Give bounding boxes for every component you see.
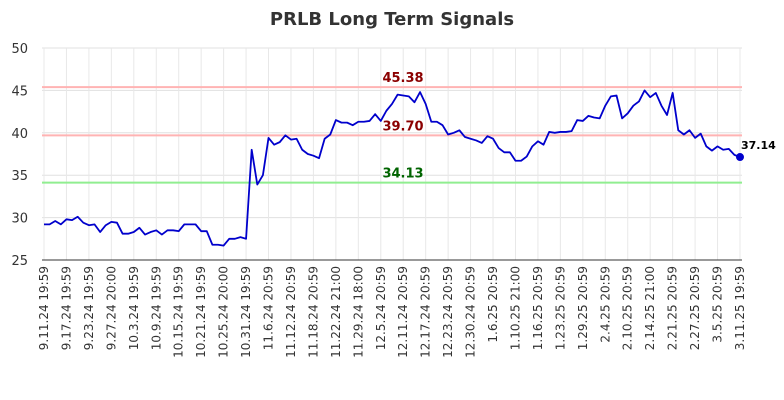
x-tick-label: 10.31.24 19:59 [239, 266, 253, 358]
price-series [44, 89, 741, 247]
x-tick-label: 12.11.24 20:59 [396, 266, 410, 358]
grid [42, 47, 742, 261]
x-tick-label: 11.29.24 18:00 [351, 266, 365, 358]
y-tick-label: 40 [11, 127, 28, 142]
x-tick-label: 2.27.25 20:59 [688, 266, 702, 350]
y-tick-label: 50 [11, 42, 28, 57]
last-value-dot [736, 153, 744, 162]
y-axis: 25 30 35 40 45 50 [11, 42, 28, 269]
x-tick-label: 11.18.24 20:59 [306, 266, 320, 358]
x-tick-label: 1.29.25 20:59 [576, 266, 590, 350]
x-tick-label: 10.9.24 19:59 [149, 266, 163, 350]
x-tick-label: 2.14.25 21:00 [643, 266, 657, 350]
x-tick-label: 3.5.25 20:59 [711, 266, 725, 343]
x-tick-label: 1.23.25 20:59 [553, 266, 567, 350]
x-tick-label: 11.22.24 21:00 [329, 266, 343, 358]
x-tick-label: 1.16.25 20:59 [531, 266, 545, 350]
x-axis: 9.11.24 19:59 9.17.24 19:59 9.23.24 19:59 9… [37, 266, 747, 358]
signal-levels: 45.38 39.70 34.13 [42, 71, 742, 184]
x-tick-label: 11.12.24 20:59 [284, 266, 298, 358]
y-tick-label: 25 [11, 254, 28, 269]
signal-level-label: 34.13 [382, 167, 423, 182]
last-value-label: 37.14 [741, 139, 776, 152]
x-tick-label: 2.21.25 20:59 [666, 266, 680, 350]
chart-title: PRLB Long Term Signals [270, 9, 514, 30]
x-tick-label: 9.23.24 19:59 [82, 266, 96, 350]
y-tick-label: 35 [11, 169, 28, 184]
y-tick-label: 45 [11, 84, 28, 99]
x-tick-label: 9.27.24 20:00 [104, 266, 118, 350]
x-tick-label: 12.17.24 20:59 [419, 266, 433, 358]
x-tick-label: 12.5.24 20:59 [374, 266, 388, 350]
x-tick-label: 10.15.24 19:59 [172, 266, 186, 358]
x-tick-label: 11.6.24 20:59 [262, 266, 276, 350]
x-tick-label: 9.11.24 19:59 [37, 266, 51, 350]
signal-level-label: 39.70 [382, 119, 423, 134]
x-tick-label: 3.11.25 19:59 [733, 266, 747, 350]
x-tick-label: 10.21.24 19:59 [194, 266, 208, 358]
x-tick-label: 2.10.25 20:59 [621, 266, 635, 350]
x-tick-label: 10.25.24 20:00 [217, 266, 231, 358]
y-tick-label: 30 [11, 212, 28, 227]
x-tick-label: 2.4.25 20:59 [598, 266, 612, 343]
x-tick-label: 1.6.25 20:59 [486, 266, 500, 343]
x-tick-label: 12.30.24 20:59 [464, 266, 478, 358]
x-tick-label: 1.10.25 21:00 [508, 266, 522, 350]
signal-level-label: 45.38 [382, 71, 423, 86]
x-tick-label: 9.17.24 19:59 [59, 266, 73, 350]
last-value-marker: 37.14 [736, 139, 776, 162]
x-tick-label: 12.23.24 20:59 [441, 266, 455, 358]
price-line [44, 89, 741, 247]
x-tick-label: 10.3.24 19:59 [127, 266, 141, 350]
